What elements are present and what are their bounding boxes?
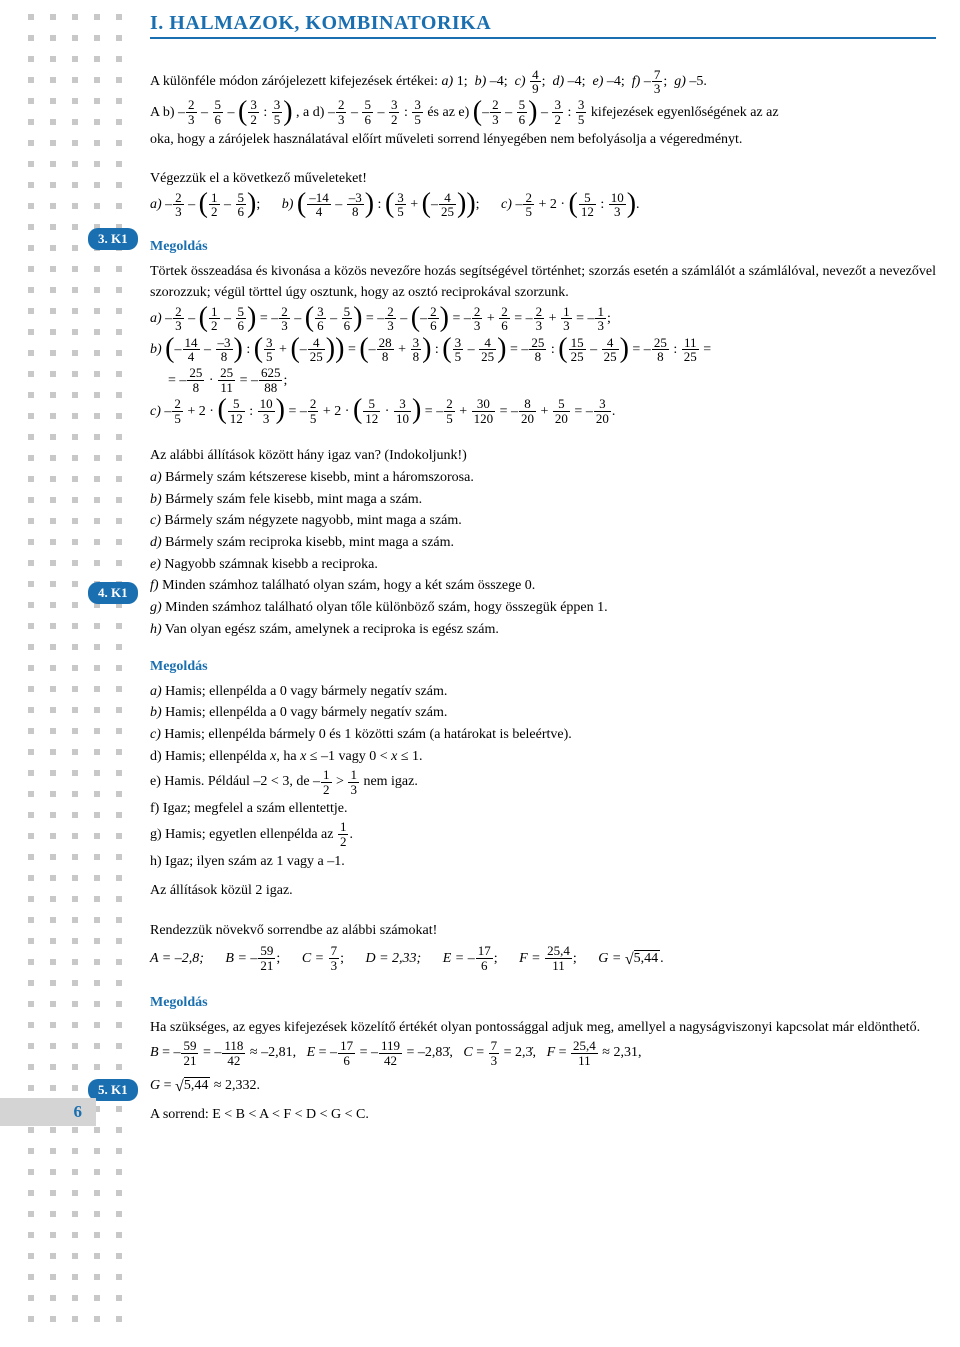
exercise-4-item: d) Bármely szám reciproka kisebb, mint m…: [150, 532, 936, 554]
exercise-4-item: g) Minden számhoz található olyan tőle k…: [150, 597, 936, 619]
solution-4-item: c) Hamis; ellenpélda bármely 0 és 1 közö…: [150, 724, 936, 746]
solution-4: Megoldás a) Hamis; ellenpélda a 0 vagy b…: [150, 659, 936, 902]
intro-paragraph: A különféle módon zárójelezett kifejezés…: [150, 67, 936, 150]
exercise-4-item: c) Bármely szám négyzete nagyobb, mint m…: [150, 510, 936, 532]
left-dot-decoration: [0, 0, 140, 1347]
page-number: 6: [0, 1098, 96, 1126]
exercise-4: Az alábbi állítások között hány igaz van…: [150, 445, 936, 640]
solution-4-item: b) Hamis; ellenpélda a 0 vagy bármely ne…: [150, 702, 936, 724]
exercise-4-item: b) Bármely szám fele kisebb, mint maga a…: [150, 489, 936, 511]
exercise-4-item: h) Van olyan egész szám, amelynek a reci…: [150, 619, 936, 641]
solution-5: Megoldás Ha szükséges, az egyes kifejezé…: [150, 995, 936, 1126]
exercise-4-item: f) Minden számhoz található olyan szám, …: [150, 575, 936, 597]
solution-4-item: a) Hamis; ellenpélda a 0 vagy bármely ne…: [150, 681, 936, 703]
exercise-pill-4: 4. K1: [88, 582, 138, 604]
solution-3: Megoldás Törtek összeadása és kivonása a…: [150, 239, 936, 428]
exercise-pill-3: 3. K1: [88, 228, 138, 250]
exercise-4-item: a) Bármely szám kétszerese kisebb, mint …: [150, 467, 936, 489]
exercise-4-item: e) Nagyobb számnak kisebb a reciproka.: [150, 554, 936, 576]
exercise-3: Végezzük el a következő műveleteket! a) …: [150, 168, 936, 220]
exercise-5: Rendezzük növekvő sorrendbe az alábbi sz…: [150, 920, 936, 977]
chapter-title: I. HALMAZOK, KOMBINATORIKA: [150, 12, 936, 39]
